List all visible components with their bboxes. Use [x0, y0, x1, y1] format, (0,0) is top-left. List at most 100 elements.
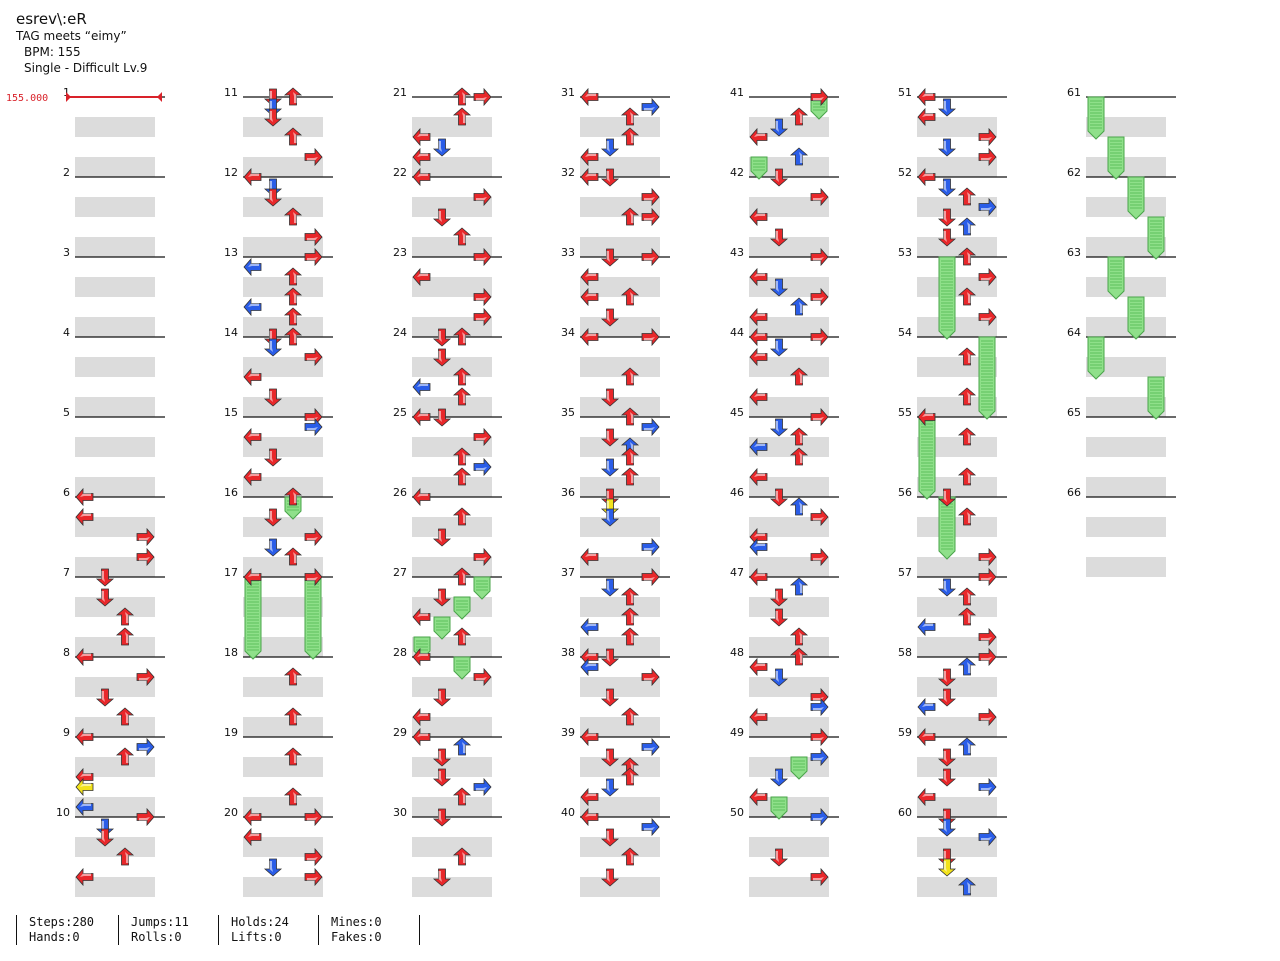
arrow-highlight — [248, 373, 259, 377]
beat-band — [75, 677, 155, 697]
beat-band — [75, 477, 155, 497]
arrow-highlight — [813, 877, 824, 881]
stat-fakes: Fakes:0 — [331, 930, 382, 944]
arrow-body — [810, 547, 829, 567]
arrow-highlight — [139, 557, 150, 561]
arrow-body — [957, 347, 977, 366]
measure-number: 7 — [63, 566, 70, 579]
arrow-body — [473, 307, 492, 327]
arrow-highlight — [585, 623, 596, 627]
up-arrow-icon — [957, 467, 977, 486]
arrow-highlight — [606, 581, 610, 592]
up-arrow-icon — [283, 747, 303, 766]
measure-number: 13 — [224, 246, 238, 259]
down-arrow-icon — [263, 538, 283, 557]
arrow-highlight — [125, 612, 129, 623]
left-arrow-icon — [917, 787, 936, 807]
arrow-body — [749, 347, 768, 367]
left-arrow-icon — [917, 407, 936, 427]
beat-band — [243, 597, 323, 617]
arrow-highlight — [125, 712, 129, 723]
arrow-highlight — [775, 171, 779, 182]
down-arrow-icon — [937, 178, 957, 197]
down-arrow-icon — [432, 688, 452, 707]
right-arrow-icon — [304, 807, 323, 827]
arrow-body — [243, 297, 262, 317]
arrow-body — [769, 338, 789, 357]
arrow-body — [769, 608, 789, 627]
arrow-body — [473, 187, 492, 207]
arrow-highlight — [269, 341, 273, 352]
left-arrow-icon — [580, 787, 599, 807]
arrow-highlight — [80, 733, 91, 737]
arrow-highlight — [462, 372, 466, 383]
arrow-highlight — [307, 357, 318, 361]
arrow-body — [978, 127, 997, 147]
arrow-highlight — [943, 691, 947, 702]
beat-band — [580, 437, 660, 457]
up-arrow-icon — [283, 127, 303, 146]
arrow-body — [810, 697, 829, 717]
down-arrow-icon — [937, 748, 957, 767]
arrow-highlight — [943, 821, 947, 832]
hold-bar — [770, 796, 788, 820]
arrow-highlight — [630, 212, 634, 223]
arrow-body — [749, 127, 768, 147]
arrow-body — [810, 507, 829, 527]
arrow-body — [263, 98, 283, 117]
arrow-highlight — [438, 351, 442, 362]
measure-number: 11 — [224, 86, 238, 99]
measure-number: 12 — [224, 166, 238, 179]
arrow-highlight — [606, 141, 610, 152]
stat-lifts: Lifts:0 — [231, 930, 282, 944]
left-arrow-icon — [749, 537, 768, 557]
arrow-body — [749, 207, 768, 227]
arrow-body — [283, 127, 303, 146]
arrow-highlight — [438, 531, 442, 542]
arrow-highlight — [606, 511, 610, 522]
hold-bar — [1147, 216, 1165, 260]
arrow-highlight — [80, 513, 91, 517]
arrow-body — [243, 567, 262, 587]
beat-band — [412, 837, 492, 857]
right-arrow-icon — [473, 547, 492, 567]
up-arrow-icon — [957, 507, 977, 526]
arrow-body — [769, 588, 789, 607]
arrow-body — [620, 127, 640, 146]
arrow-highlight — [462, 572, 466, 583]
arrow-body — [749, 657, 768, 677]
bpm-info: BPM: 155 — [24, 45, 81, 59]
arrow-highlight — [967, 192, 971, 203]
arrow-body — [810, 247, 829, 267]
arrow-body — [620, 287, 640, 306]
measure-number: 10 — [56, 806, 70, 819]
arrow-body — [937, 488, 957, 507]
arrow-body — [432, 808, 452, 827]
right-arrow-icon — [136, 527, 155, 547]
beat-band — [749, 517, 829, 537]
beat-band — [749, 797, 829, 817]
left-arrow-icon — [749, 657, 768, 677]
beat-band — [749, 757, 829, 777]
arrow-body — [452, 447, 472, 466]
arrow-highlight — [922, 93, 933, 97]
beat-band — [917, 797, 997, 817]
arrow-body — [136, 547, 155, 567]
left-arrow-icon — [580, 617, 599, 637]
down-arrow-icon — [937, 768, 957, 787]
beat-band — [580, 637, 660, 657]
arrow-body — [95, 588, 115, 607]
hold-bar — [750, 156, 768, 180]
beat-band — [580, 517, 660, 537]
arrow-highlight — [981, 207, 992, 211]
arrow-highlight — [462, 332, 466, 343]
down-arrow-icon — [769, 848, 789, 867]
arrow-highlight — [943, 211, 947, 222]
arrow-highlight — [269, 391, 273, 402]
left-arrow-icon — [917, 617, 936, 637]
arrow-body — [789, 147, 809, 166]
down-arrow-icon — [600, 248, 620, 267]
hold-bar — [473, 576, 491, 600]
arrow-highlight — [775, 231, 779, 242]
left-arrow-icon — [243, 297, 262, 317]
